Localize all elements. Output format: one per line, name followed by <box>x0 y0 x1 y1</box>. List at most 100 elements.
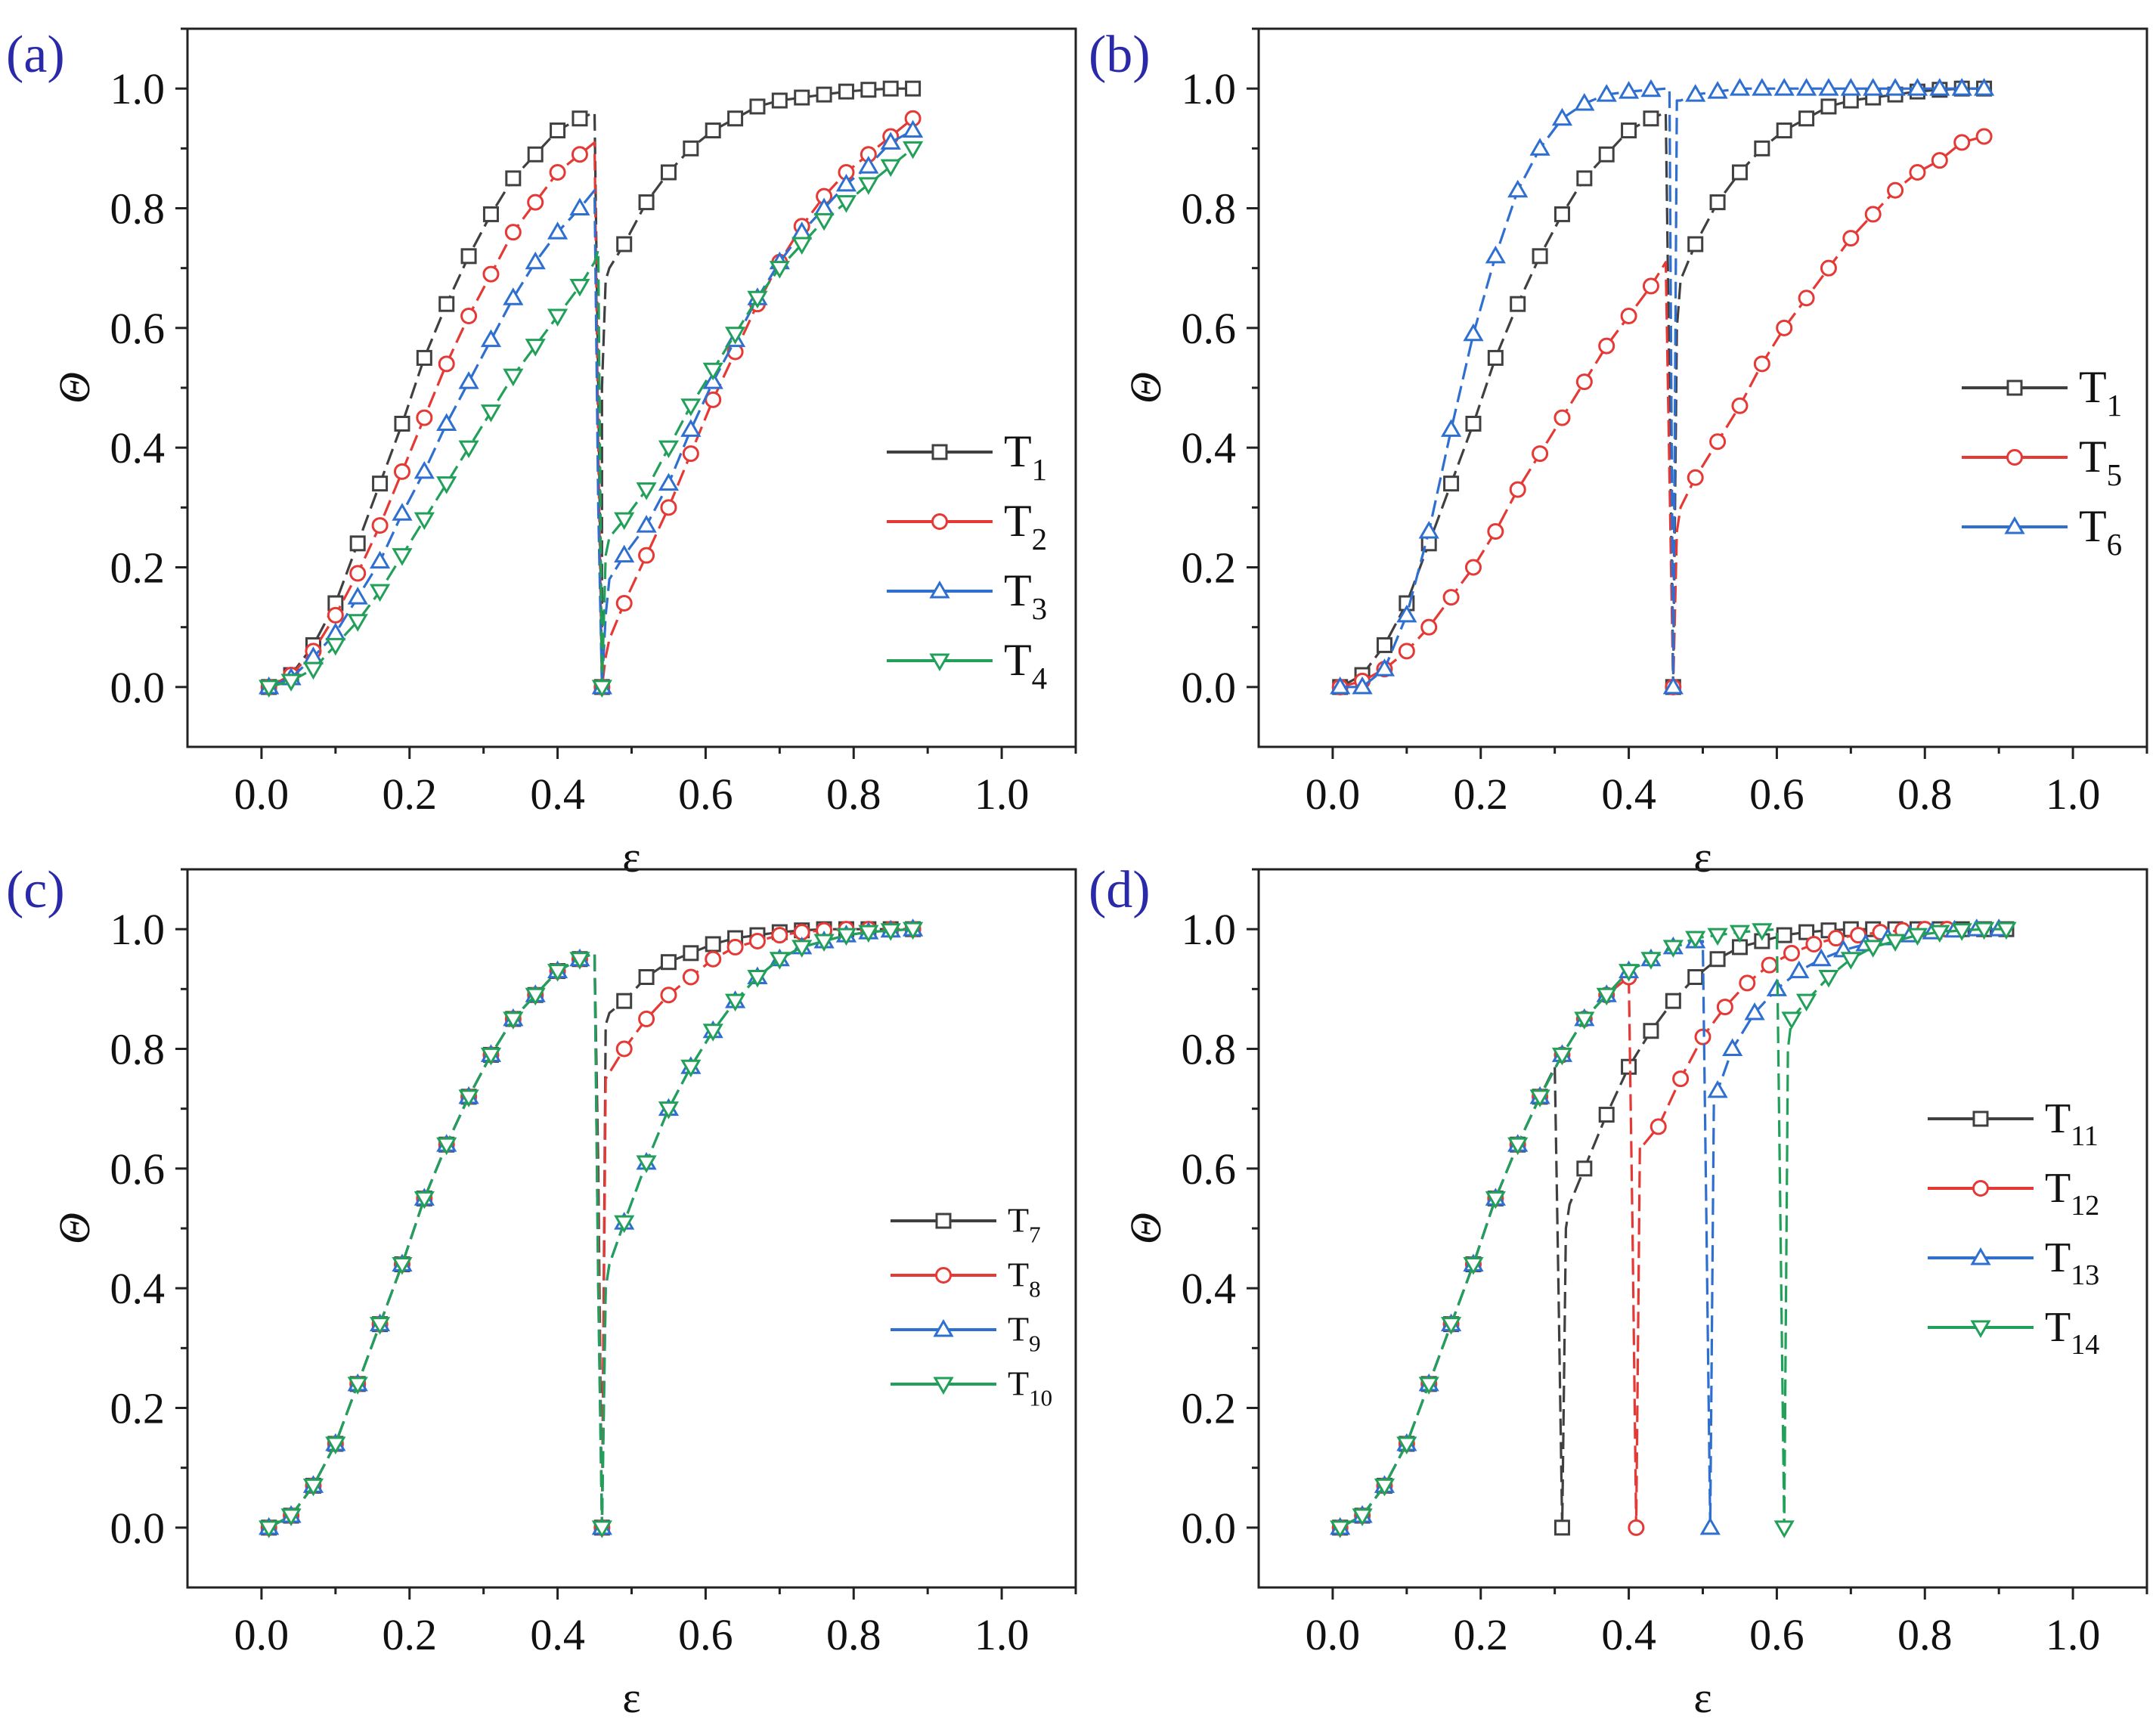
y-tick-label: 0.2 <box>1182 1384 1237 1433</box>
series-T14 <box>1330 921 2017 1538</box>
data-point <box>1951 923 1972 941</box>
legend-label: T7 <box>1008 1201 1041 1248</box>
data-point <box>1442 589 1460 606</box>
legend-entry: T2 <box>887 496 1047 556</box>
data-point <box>1863 940 1884 958</box>
data-point <box>1783 944 1800 962</box>
legend-entry: T13 <box>1928 1234 2099 1291</box>
data-point <box>902 119 924 138</box>
panel-label: (a) <box>6 26 65 84</box>
data-point <box>638 194 655 211</box>
legend-label: T5 <box>2079 432 2122 492</box>
data-point <box>615 595 633 612</box>
legend-marker <box>1970 1320 1991 1338</box>
y-tick-label: 0.6 <box>110 304 166 353</box>
data-point <box>460 308 478 324</box>
data-point <box>1752 78 1773 96</box>
data-point <box>347 1377 368 1395</box>
data-point <box>702 1024 723 1042</box>
data-point <box>1330 676 1351 695</box>
data-point <box>1709 951 1726 968</box>
data-point <box>1744 1002 1765 1021</box>
data-point <box>614 1215 635 1234</box>
data-point <box>882 80 899 97</box>
legend-entry: T14 <box>1928 1304 2099 1361</box>
data-point <box>325 637 346 656</box>
data-point <box>438 355 455 373</box>
legend-marker <box>935 1213 952 1229</box>
data-point <box>1598 146 1615 163</box>
series-T4 <box>259 141 924 698</box>
data-point <box>371 517 389 534</box>
data-point <box>724 327 746 345</box>
legend-label: T2 <box>1004 496 1047 556</box>
legend-label: T3 <box>1004 565 1047 626</box>
data-point <box>280 674 302 692</box>
data-point <box>1931 152 1948 169</box>
data-point <box>458 440 479 459</box>
legend-label: T12 <box>2045 1165 2099 1222</box>
y-axis-label: Θ <box>50 1213 99 1244</box>
x-tick-label: 0.6 <box>1749 1610 1804 1659</box>
x-tick-label: 0.2 <box>1454 770 1509 819</box>
data-point <box>858 177 879 195</box>
data-point <box>1598 337 1615 355</box>
data-point <box>1818 78 1839 96</box>
legend-label: T10 <box>1008 1364 1052 1411</box>
y-tick-label: 0.6 <box>110 1144 166 1194</box>
data-point <box>769 261 790 279</box>
legend-marker <box>1970 1247 1991 1265</box>
data-point <box>569 278 590 297</box>
x-axis-label: ε <box>622 1673 640 1719</box>
data-point <box>1773 1520 1795 1538</box>
data-point <box>1953 134 1971 151</box>
x-tick-label: 0.4 <box>1601 770 1656 819</box>
data-point <box>638 547 655 564</box>
y-tick-label: 0.4 <box>110 1264 166 1313</box>
series-T11 <box>1332 921 2015 1536</box>
data-point <box>549 164 566 181</box>
data-point <box>1574 92 1595 111</box>
data-point <box>394 416 410 432</box>
data-point <box>414 512 435 531</box>
data-point <box>614 512 635 531</box>
legend-marker <box>2006 379 2023 396</box>
data-point <box>1596 84 1617 102</box>
data-point <box>1330 1520 1351 1538</box>
data-point <box>660 986 677 1004</box>
legend-entry: T10 <box>891 1364 1052 1411</box>
data-point <box>280 1508 302 1526</box>
y-tick-label: 1.0 <box>1182 905 1237 954</box>
x-tick-label: 0.0 <box>1306 1610 1361 1659</box>
data-point <box>302 661 324 680</box>
series-line <box>1339 928 2006 1529</box>
legend-marker <box>933 1377 954 1395</box>
data-point <box>1975 128 1993 145</box>
data-point <box>1665 993 1681 1009</box>
y-tick-label: 0.2 <box>110 544 166 593</box>
data-point <box>636 1155 657 1173</box>
data-point <box>1374 1478 1396 1497</box>
data-point <box>658 472 680 491</box>
data-point <box>438 296 455 312</box>
data-point <box>638 969 655 985</box>
data-point <box>1789 960 1810 979</box>
data-point <box>525 987 546 1006</box>
data-point <box>547 964 568 982</box>
data-point <box>372 475 389 492</box>
legend-marker <box>2006 449 2023 466</box>
data-point <box>1396 604 1417 623</box>
legend-entry: T5 <box>1962 432 2122 492</box>
data-point <box>658 440 680 459</box>
data-point <box>1352 676 1373 695</box>
y-tick-label: 0.0 <box>110 663 166 712</box>
data-point <box>1420 618 1438 636</box>
x-tick-label: 0.2 <box>383 1610 438 1659</box>
y-tick-label: 1.0 <box>110 64 166 113</box>
data-point <box>460 248 477 265</box>
data-point <box>705 122 721 139</box>
data-point <box>347 614 368 632</box>
y-tick-label: 0.4 <box>110 423 166 472</box>
data-point <box>1709 194 1726 211</box>
